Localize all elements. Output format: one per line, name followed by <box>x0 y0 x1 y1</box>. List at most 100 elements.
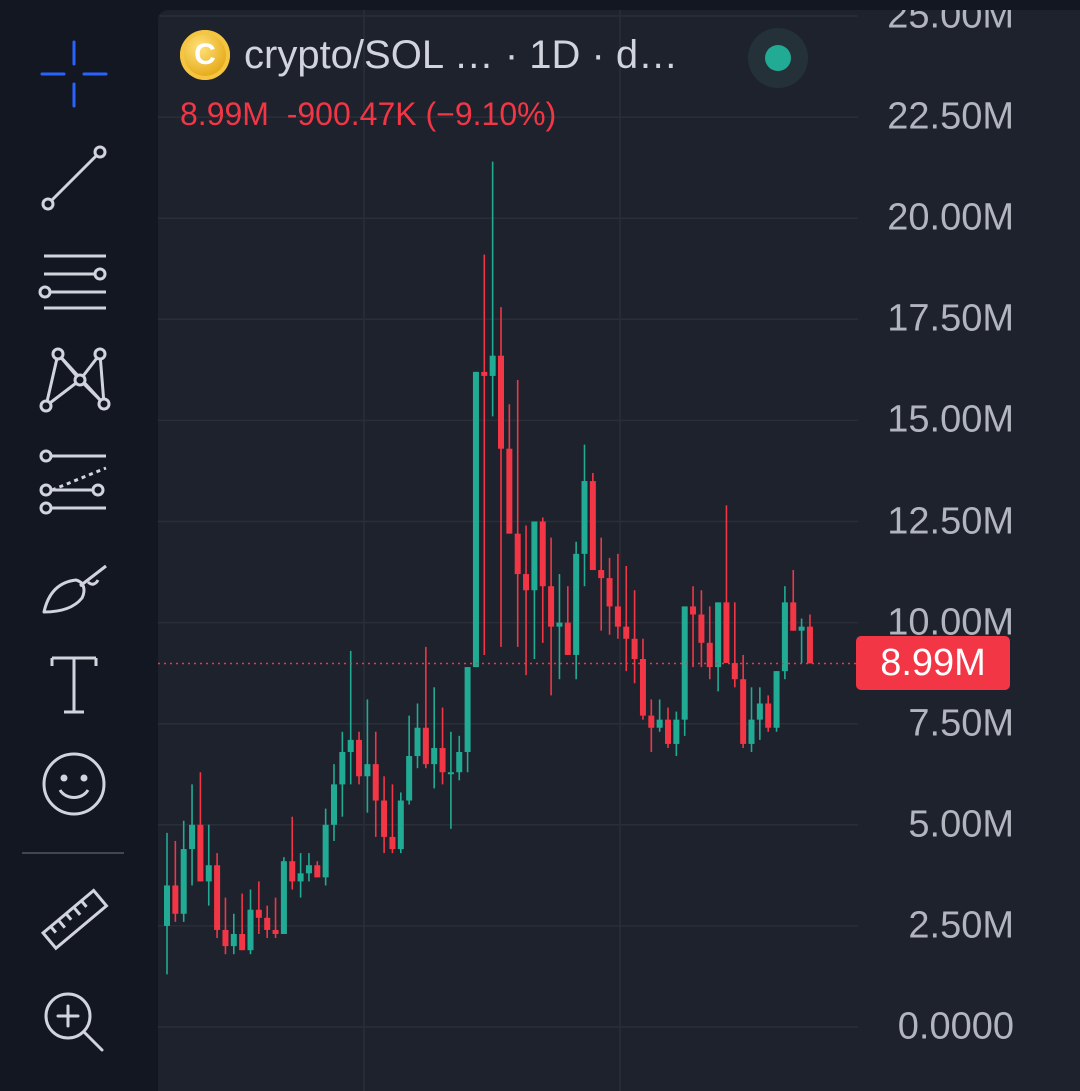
candle[interactable] <box>648 699 655 753</box>
candle[interactable] <box>798 618 805 664</box>
candle[interactable] <box>322 808 329 886</box>
pattern-tool-button[interactable] <box>30 334 118 422</box>
candle[interactable] <box>514 379 521 647</box>
candle[interactable] <box>556 574 563 680</box>
candle[interactable] <box>498 307 504 647</box>
candle[interactable] <box>623 565 630 672</box>
candle[interactable] <box>631 590 638 684</box>
crosshair-tool-button[interactable] <box>30 30 118 118</box>
price-scale[interactable]: 25.00M 22.50M 20.00M 17.50M 15.00M 12.50M 10.0… <box>858 10 1080 1091</box>
pattern-icon <box>39 347 111 413</box>
candle[interactable] <box>280 857 287 934</box>
candle[interactable] <box>731 602 738 688</box>
candle[interactable] <box>255 881 262 934</box>
candle[interactable] <box>422 646 429 769</box>
candle[interactable] <box>723 505 730 664</box>
drawing-toolbar <box>0 0 146 1091</box>
candle[interactable] <box>614 553 621 639</box>
candle[interactable] <box>489 161 496 417</box>
brush-tool-button[interactable] <box>30 540 118 628</box>
emoji-tool-button[interactable] <box>30 740 118 828</box>
candle[interactable] <box>665 707 671 748</box>
ruler-tool-button[interactable] <box>30 876 118 964</box>
candle[interactable] <box>740 654 747 748</box>
candle[interactable] <box>472 371 479 668</box>
candle[interactable] <box>205 824 212 906</box>
candle[interactable] <box>681 606 688 736</box>
candle[interactable] <box>481 254 488 655</box>
candle[interactable] <box>806 614 813 664</box>
candle[interactable] <box>364 699 371 813</box>
candle[interactable] <box>339 731 346 817</box>
candle[interactable] <box>230 913 237 955</box>
candle[interactable] <box>305 853 312 882</box>
candle[interactable] <box>548 537 555 696</box>
candle[interactable] <box>790 570 797 631</box>
parallel-lines-tool-button[interactable] <box>30 234 118 322</box>
candle[interactable] <box>698 590 705 668</box>
candle[interactable] <box>690 586 697 668</box>
candle[interactable] <box>356 731 363 785</box>
zoom-in-tool-button[interactable] <box>30 978 118 1066</box>
candle[interactable] <box>406 715 413 805</box>
candle[interactable] <box>673 711 680 757</box>
candle[interactable] <box>347 650 354 785</box>
candle[interactable] <box>197 772 204 882</box>
candle[interactable] <box>297 853 304 898</box>
candle[interactable] <box>564 586 571 655</box>
candle[interactable] <box>506 404 513 534</box>
candle[interactable] <box>581 444 588 587</box>
candle[interactable] <box>756 687 763 740</box>
candle[interactable] <box>531 521 538 659</box>
candle-body <box>548 586 555 627</box>
candle[interactable] <box>439 707 446 785</box>
price-tick-label: 2.50M <box>908 904 1014 947</box>
candle[interactable] <box>639 638 646 720</box>
chart-panel[interactable]: 25.00M 22.50M 20.00M 17.50M 15.00M 12.50M 10.0… <box>158 10 1080 1091</box>
candle[interactable] <box>264 905 271 939</box>
candle[interactable] <box>189 784 196 886</box>
candle[interactable] <box>656 699 663 732</box>
candle[interactable] <box>539 517 546 643</box>
candle[interactable] <box>272 897 279 939</box>
candle[interactable] <box>573 541 580 680</box>
candle[interactable] <box>314 861 321 878</box>
candle[interactable] <box>464 667 471 773</box>
candle[interactable] <box>414 703 421 769</box>
candle-body <box>481 371 488 376</box>
candle[interactable] <box>289 816 296 890</box>
candle[interactable] <box>606 557 613 635</box>
candle[interactable] <box>239 893 246 951</box>
candle[interactable] <box>523 525 530 676</box>
candle[interactable] <box>180 820 187 922</box>
candle[interactable] <box>715 602 722 692</box>
candle[interactable] <box>381 776 388 854</box>
trend-line-tool-button[interactable] <box>30 134 118 222</box>
candle[interactable] <box>164 832 170 975</box>
candle[interactable] <box>765 695 772 732</box>
candle[interactable] <box>589 472 596 571</box>
candle[interactable] <box>389 784 396 854</box>
candle[interactable] <box>748 687 755 753</box>
candle[interactable] <box>222 897 229 955</box>
candlestick-plot[interactable] <box>158 10 858 1091</box>
candle[interactable] <box>331 764 337 841</box>
candle[interactable] <box>172 840 179 922</box>
candle[interactable] <box>706 606 713 680</box>
candle[interactable] <box>247 889 254 955</box>
candle[interactable] <box>456 735 463 781</box>
text-tool-button[interactable] <box>30 640 118 728</box>
symbol-title[interactable]: crypto/SOL … · 1D · d… <box>244 32 679 77</box>
candle-body <box>214 865 221 930</box>
candle[interactable] <box>447 731 454 829</box>
candle[interactable] <box>598 537 605 631</box>
fib-retracement-tool-button[interactable] <box>30 436 118 524</box>
market-status-indicator[interactable] <box>748 28 808 88</box>
candle[interactable] <box>397 792 404 854</box>
symbol-legend[interactable]: C crypto/SOL … · 1D · d… <box>180 30 678 80</box>
candle[interactable] <box>773 671 780 732</box>
candle[interactable] <box>214 853 221 939</box>
candle[interactable] <box>781 586 788 680</box>
candle[interactable] <box>431 687 438 789</box>
candle[interactable] <box>372 731 379 837</box>
